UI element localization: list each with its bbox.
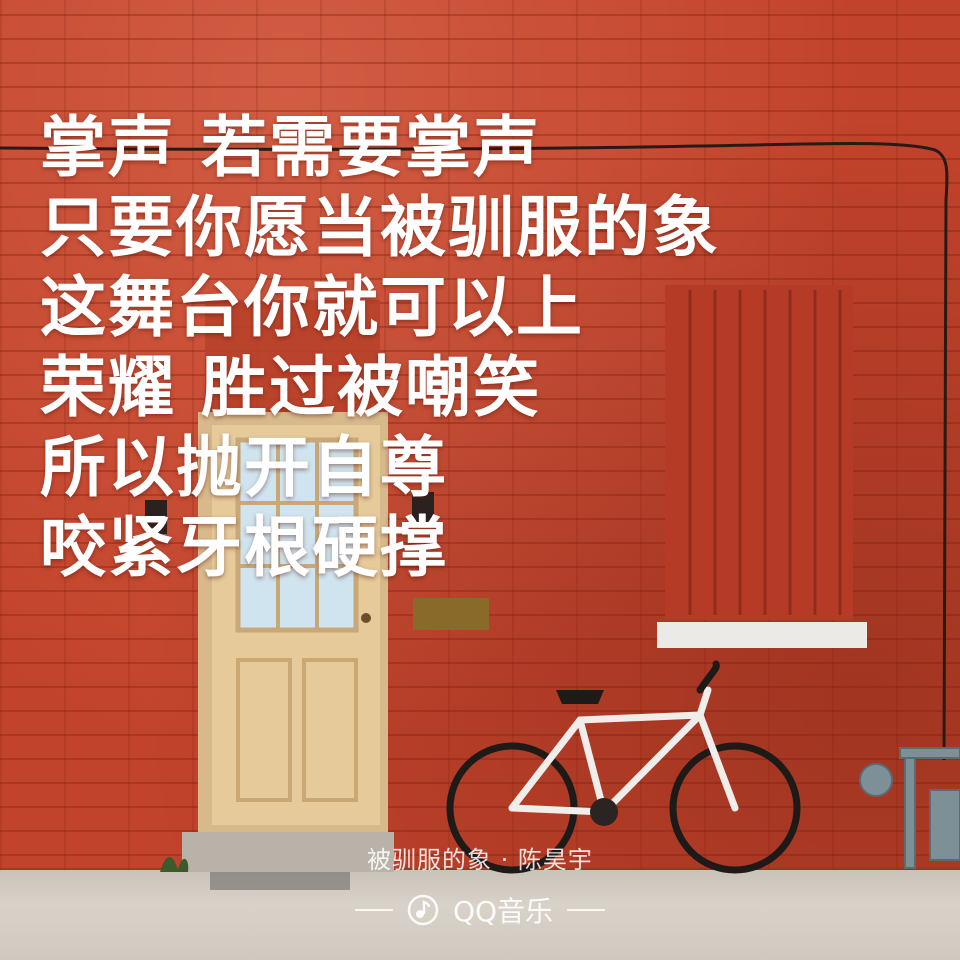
- brand-dash-right: [567, 909, 606, 911]
- mailbox: [413, 598, 489, 630]
- bicycle-handlebar: [696, 660, 720, 694]
- bicycle-chainring: [590, 798, 618, 826]
- sidewalk: [0, 870, 960, 960]
- shuttered-window: [657, 285, 867, 648]
- door-transom: [205, 300, 380, 412]
- lyrics-overlay: 掌声 若需要掌声 只要你愿当被驯服的象 这舞台你就可以上 荣耀 胜过被嘲笑 所以…: [40, 108, 940, 588]
- bicycle-seat: [556, 690, 604, 704]
- brand-name: QQ音乐: [452, 895, 554, 928]
- brand-dash-left: [354, 909, 393, 911]
- door: [198, 412, 388, 832]
- lyric-line-5: 所以抛开自尊: [40, 429, 448, 506]
- lyric-line-3: 这舞台你就可以上: [40, 269, 584, 346]
- gas-meters: [859, 747, 960, 869]
- song-caption: 被驯服的象 · 陈昊宇: [367, 846, 593, 874]
- lyric-line-1: 掌声 若需要掌声: [40, 109, 541, 186]
- lyric-line-4: 荣耀 胜过被嘲笑: [40, 349, 541, 426]
- lyric-line-6: 咬紧牙根硬撑: [40, 509, 448, 586]
- brand-footer: QQ音乐: [0, 890, 960, 930]
- wall-lamp-left: [145, 500, 167, 534]
- lyric-line-2: 只要你愿当被驯服的象: [40, 189, 720, 266]
- door-step: [182, 832, 394, 872]
- plant: [160, 857, 189, 872]
- wall-cable: [0, 142, 949, 761]
- wall-lamp-right: [412, 492, 434, 526]
- qq-music-logo-icon: [407, 894, 439, 926]
